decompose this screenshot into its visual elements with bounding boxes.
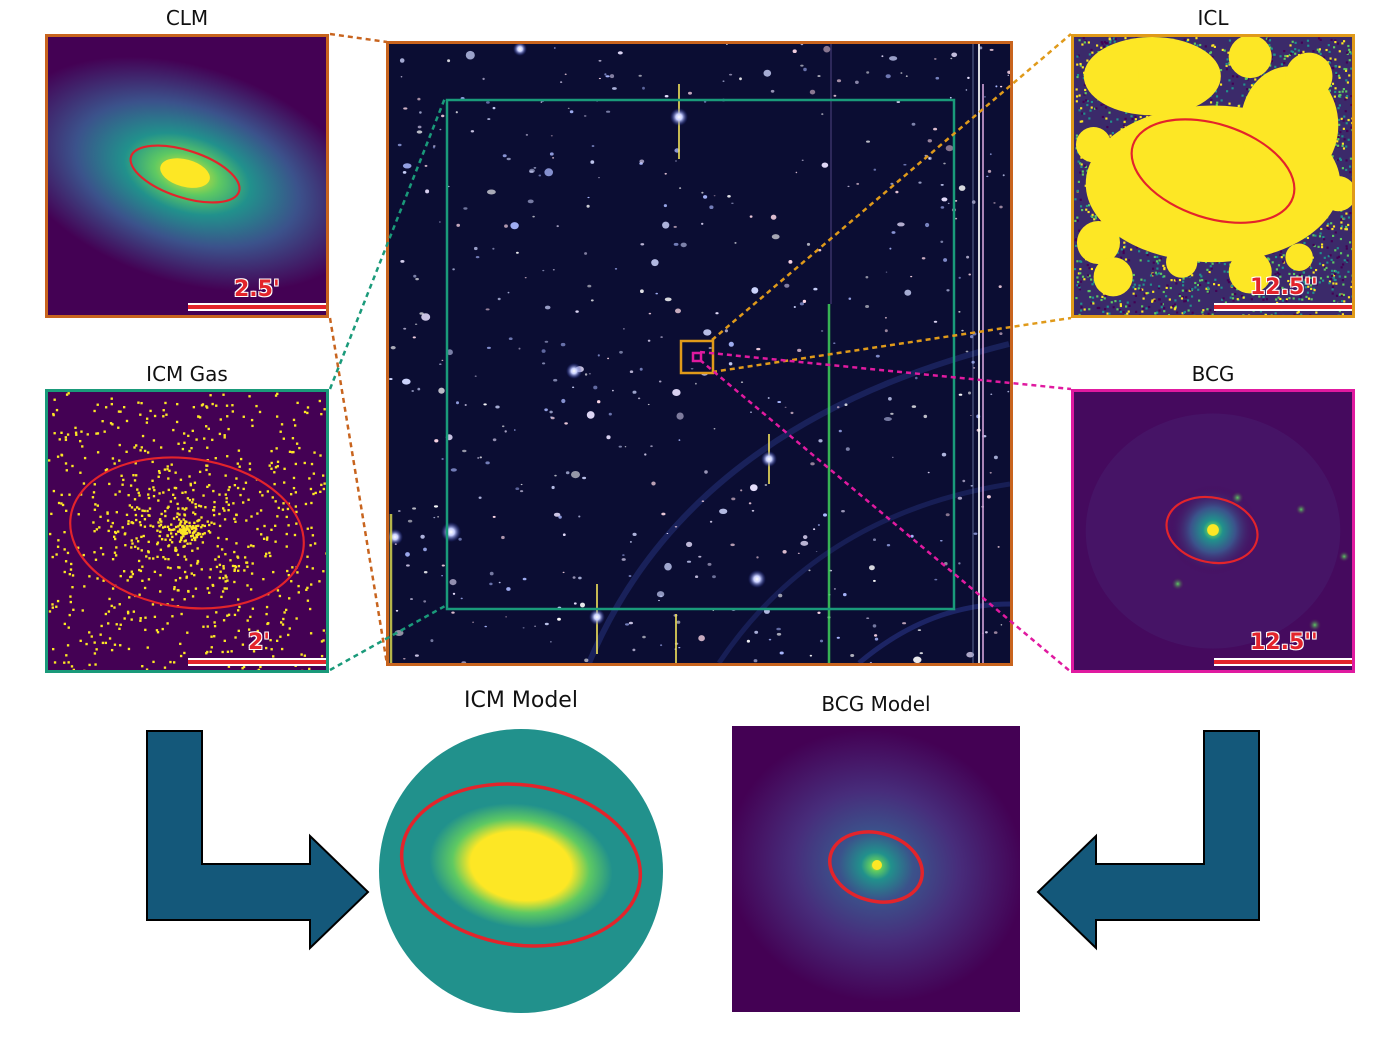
- clm-scale-bar: [188, 303, 326, 311]
- icm-gas-panel: 2': [45, 389, 329, 673]
- bcg-title: BCG: [1191, 362, 1235, 386]
- icl-scale-label: 12.5'': [1250, 275, 1318, 300]
- icl-image: [1074, 37, 1352, 315]
- icm-model-ellipse: [399, 782, 643, 948]
- icl-ellipse: [1130, 118, 1296, 224]
- icl-scale-bar: [1214, 303, 1352, 311]
- bcg-ellipse: [1165, 495, 1259, 565]
- clm-panel: 2.5': [45, 34, 329, 318]
- icl-title: ICL: [1197, 6, 1229, 30]
- icm-gas-ellipse: [69, 456, 305, 610]
- icm-gas-scale-bar: [188, 658, 326, 666]
- sky-image-panel: [386, 41, 1013, 666]
- clm-ellipse: [129, 144, 241, 204]
- icm-model-image: [379, 729, 663, 1013]
- sky-image: [389, 44, 1010, 663]
- icm-gas-scale-label: 2': [248, 630, 271, 655]
- elbow-arrow-right-icon: [146, 730, 370, 951]
- icm-model-title: ICM Model: [464, 688, 578, 713]
- icm-gas-image: [48, 392, 326, 670]
- clm-title: CLM: [165, 6, 209, 30]
- bcg-model-panel: [732, 726, 1020, 1012]
- icl-panel: 12.5'': [1071, 34, 1355, 318]
- icm-gas-title: ICM Gas: [146, 362, 228, 386]
- bcg-model-image: [732, 726, 1020, 1012]
- bcg-scale-bar: [1214, 658, 1352, 666]
- elbow-arrow-left-icon: [1036, 730, 1260, 951]
- icm-model-panel: [378, 728, 664, 1014]
- bcg-image: [1074, 392, 1352, 670]
- bcg-model-title: BCG Model: [821, 692, 931, 716]
- clm-scale-label: 2.5': [234, 277, 280, 302]
- clm-image: [48, 37, 326, 315]
- bcg-scale-label: 12.5'': [1250, 630, 1318, 655]
- bcg-panel: 12.5'': [1071, 389, 1355, 673]
- bcg-model-ellipse: [828, 830, 924, 904]
